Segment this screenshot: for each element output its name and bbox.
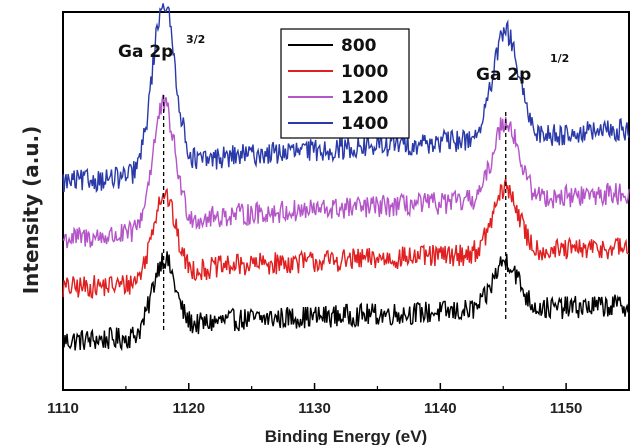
series-line-1000 <box>62 178 630 299</box>
series-layer <box>62 3 630 352</box>
legend-entry-1400: 1400 <box>288 114 388 134</box>
peak-label-1-2: Ga 2p 1/2 <box>476 52 569 85</box>
legend: 800 1000 1200 1400 <box>280 28 410 139</box>
svg-text:800: 800 <box>341 36 377 56</box>
x-tick-label: 1120 <box>173 400 206 417</box>
svg-text:1200: 1200 <box>341 88 388 108</box>
svg-text:Ga 2p: Ga 2p <box>118 42 173 62</box>
peak-label-3-2: Ga 2p 3/2 <box>118 33 205 62</box>
plot-frame <box>62 11 630 391</box>
legend-entry-1000: 1000 <box>288 62 388 82</box>
legend-entry-1200: 1200 <box>288 88 388 108</box>
legend-entry-800: 800 <box>288 36 377 56</box>
svg-text:1/2: 1/2 <box>550 52 569 65</box>
y-axis-title: Intensity (a.u.) <box>19 126 43 295</box>
x-tick-label: 1110 <box>47 400 79 417</box>
x-tick-label: 1130 <box>298 400 331 417</box>
x-axis-title: Binding Energy (eV) <box>265 427 427 445</box>
svg-text:1000: 1000 <box>341 62 388 82</box>
svg-text:3/2: 3/2 <box>186 33 205 46</box>
x-tick-label: 1150 <box>550 400 583 417</box>
svg-text:Ga 2p: Ga 2p <box>476 65 531 85</box>
series-line-1400 <box>62 3 630 194</box>
legend-box <box>280 28 410 139</box>
x-tick-label: 1140 <box>424 400 457 417</box>
ticks-layer: 1110 1120 1130 1140 1150 <box>47 383 582 417</box>
series-line-1200 <box>62 94 630 249</box>
svg-text:1400: 1400 <box>341 114 388 134</box>
series-line-800 <box>62 251 630 352</box>
